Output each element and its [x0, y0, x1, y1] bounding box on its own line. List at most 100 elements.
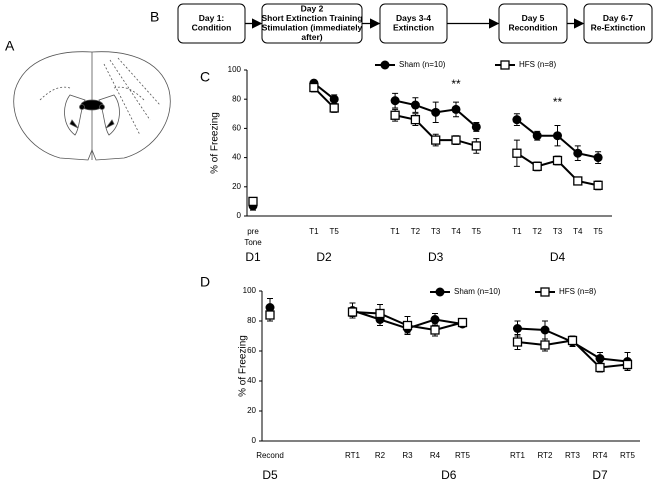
annotation: ** — [451, 77, 461, 91]
marker — [513, 324, 522, 333]
marker — [540, 325, 550, 335]
group-label: D1 — [245, 250, 261, 264]
marker — [248, 196, 258, 207]
group-label: D4 — [550, 250, 566, 264]
x-tick-label: pre Tone — [244, 227, 262, 247]
marker — [431, 135, 441, 145]
marker — [593, 153, 603, 163]
flow-text: Day 2 — [301, 4, 324, 14]
legend-marker — [380, 60, 390, 70]
panel-letter: B — [150, 9, 159, 25]
y-tick-label: 100 — [228, 65, 242, 74]
x-tick-label: T3 — [553, 227, 563, 236]
flow-box — [583, 3, 653, 44]
y-tick-label: 20 — [232, 182, 241, 191]
group-label: D3 — [428, 250, 444, 264]
panel-letter: A — [5, 38, 15, 54]
marker — [410, 114, 421, 125]
x-tick-label: RT2 — [538, 451, 554, 460]
marker — [457, 317, 468, 328]
marker — [512, 115, 522, 125]
marker — [471, 141, 481, 151]
flow-text: Day 1: — [199, 13, 225, 23]
legend-label: Sham (n=10) — [399, 60, 446, 69]
marker — [265, 303, 275, 312]
y-tick-label: 60 — [247, 346, 256, 355]
y-tick-label: 40 — [247, 376, 256, 385]
marker — [573, 176, 583, 186]
marker — [593, 180, 603, 190]
y-tick-label: 40 — [232, 153, 241, 162]
x-tick-label: T5 — [330, 227, 340, 236]
marker — [532, 131, 542, 141]
x-tick-label: RT5 — [620, 451, 636, 460]
marker — [553, 131, 562, 141]
legend-label: HFS (n=8) — [559, 287, 596, 296]
legend-label: Sham (n=10) — [454, 287, 501, 296]
x-tick-label: T4 — [451, 227, 461, 236]
marker — [622, 359, 633, 370]
group-label: D6 — [441, 468, 457, 482]
marker — [430, 315, 440, 324]
marker — [402, 320, 413, 331]
x-tick-label: RT3 — [565, 451, 581, 460]
flow-text: Recondition — [508, 23, 557, 33]
x-tick-label: T1 — [309, 227, 319, 236]
y-tick-label: 0 — [237, 211, 242, 220]
flow-text: Extinction — [393, 23, 434, 33]
x-tick-label: T3 — [431, 227, 441, 236]
marker — [552, 155, 563, 166]
y-tick-label: 80 — [232, 94, 241, 103]
flow-text: Re-Extinction — [591, 23, 646, 33]
x-tick-label: T4 — [573, 227, 583, 236]
legend-marker — [500, 60, 510, 70]
group-label: D7 — [592, 468, 608, 482]
marker — [309, 82, 319, 93]
marker — [390, 96, 400, 106]
flow-text: Day 6-7 — [603, 13, 634, 23]
x-tick-label: RT4 — [593, 451, 609, 460]
marker — [451, 104, 461, 114]
series-line — [352, 311, 628, 369]
marker — [573, 148, 583, 158]
marker — [390, 110, 400, 120]
flow-text: Day 5 — [522, 13, 545, 23]
brain-section — [13, 51, 171, 161]
flow-text: Stimulation (immediately — [262, 23, 363, 33]
flow-text: Days 3-4 — [396, 13, 431, 23]
marker — [512, 148, 522, 158]
flow-text: Short Extinction Training — [261, 13, 362, 23]
group-label: D2 — [316, 250, 332, 264]
marker — [265, 310, 275, 320]
y-tick-label: 0 — [252, 436, 257, 445]
y-tick-label: 20 — [247, 406, 256, 415]
legend-label: HFS (n=8) — [519, 60, 556, 69]
marker — [329, 94, 339, 104]
x-tick-label: R3 — [402, 451, 413, 460]
y-axis-label: % of Freezing — [210, 112, 221, 174]
x-tick-label: T1 — [390, 227, 400, 236]
y-tick-label: 100 — [243, 286, 257, 295]
panel-letter: D — [200, 274, 210, 290]
legend-marker — [435, 287, 445, 297]
flow-text: after) — [301, 32, 322, 42]
panel-letter: C — [200, 69, 210, 85]
marker — [347, 307, 358, 317]
x-tick-label: RT1 — [345, 451, 361, 460]
x-tick-label: T5 — [472, 227, 482, 236]
x-tick-label: R4 — [430, 451, 441, 460]
annotation: ** — [553, 95, 563, 109]
x-tick-label: RT1 — [510, 451, 526, 460]
marker — [532, 161, 542, 172]
y-axis-label: % of Freezing — [238, 335, 249, 397]
group-label: D5 — [262, 468, 278, 482]
marker — [512, 337, 523, 347]
marker — [471, 122, 481, 132]
x-tick-label: Recond — [256, 451, 284, 460]
marker — [431, 107, 441, 117]
x-tick-label: T5 — [593, 227, 603, 236]
marker — [567, 335, 578, 346]
marker — [595, 362, 605, 373]
y-tick-label: 60 — [232, 124, 241, 133]
